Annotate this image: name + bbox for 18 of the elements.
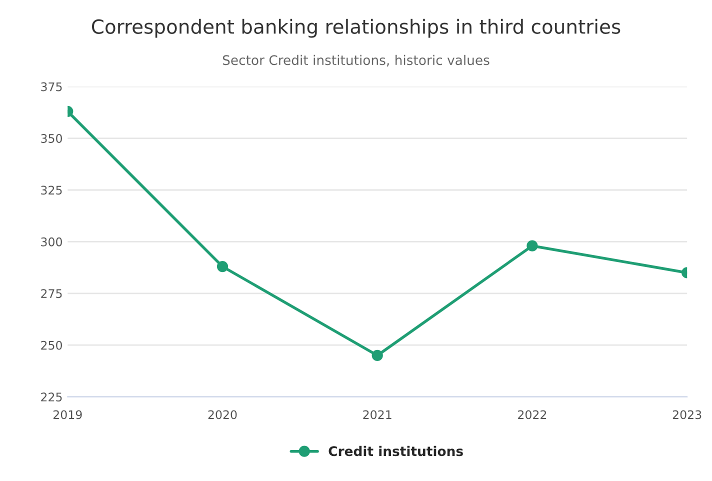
chart-subtitle: Sector Credit institutions, historic values [222, 54, 490, 66]
x-tick-label: 2023 [672, 410, 702, 420]
y-tick-label: 350 [41, 134, 62, 143]
chart-title: Correspondent banking relationships in third countries [92, 18, 620, 38]
x-tick-label: 2022 [518, 410, 546, 420]
x-tick-label: 2020 [208, 410, 237, 420]
y-tick-label: 325 [41, 186, 62, 195]
y-tick-label: 275 [41, 289, 62, 298]
x-tick-label: 2021 [363, 410, 392, 420]
legend-label: Credit institutions [328, 446, 463, 456]
y-tick-label: 300 [41, 237, 62, 246]
point [216, 260, 228, 272]
y-tick-label: 375 [41, 82, 62, 92]
y-tick-label: 250 [41, 340, 62, 350]
point [526, 240, 538, 252]
point [372, 350, 383, 362]
x-tick-label: 2019 [53, 410, 82, 420]
y-tick-label: 225 [41, 392, 62, 402]
